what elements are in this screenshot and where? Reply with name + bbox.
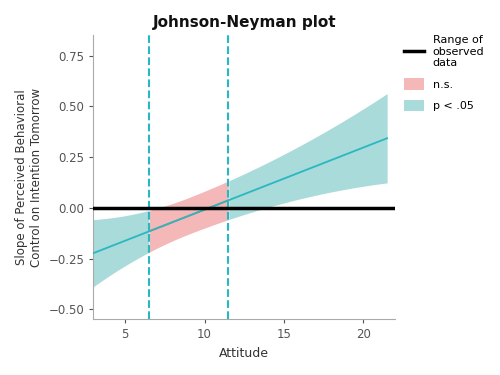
Y-axis label: Slope of Perceived Behavioral
Control on Intention Tomorrow: Slope of Perceived Behavioral Control on…	[15, 88, 43, 267]
Legend: Range of
observed
data, n.s., p < .05: Range of observed data, n.s., p < .05	[404, 35, 484, 111]
Title: Johnson-Neyman plot: Johnson-Neyman plot	[152, 15, 336, 30]
X-axis label: Attitude: Attitude	[220, 347, 270, 360]
